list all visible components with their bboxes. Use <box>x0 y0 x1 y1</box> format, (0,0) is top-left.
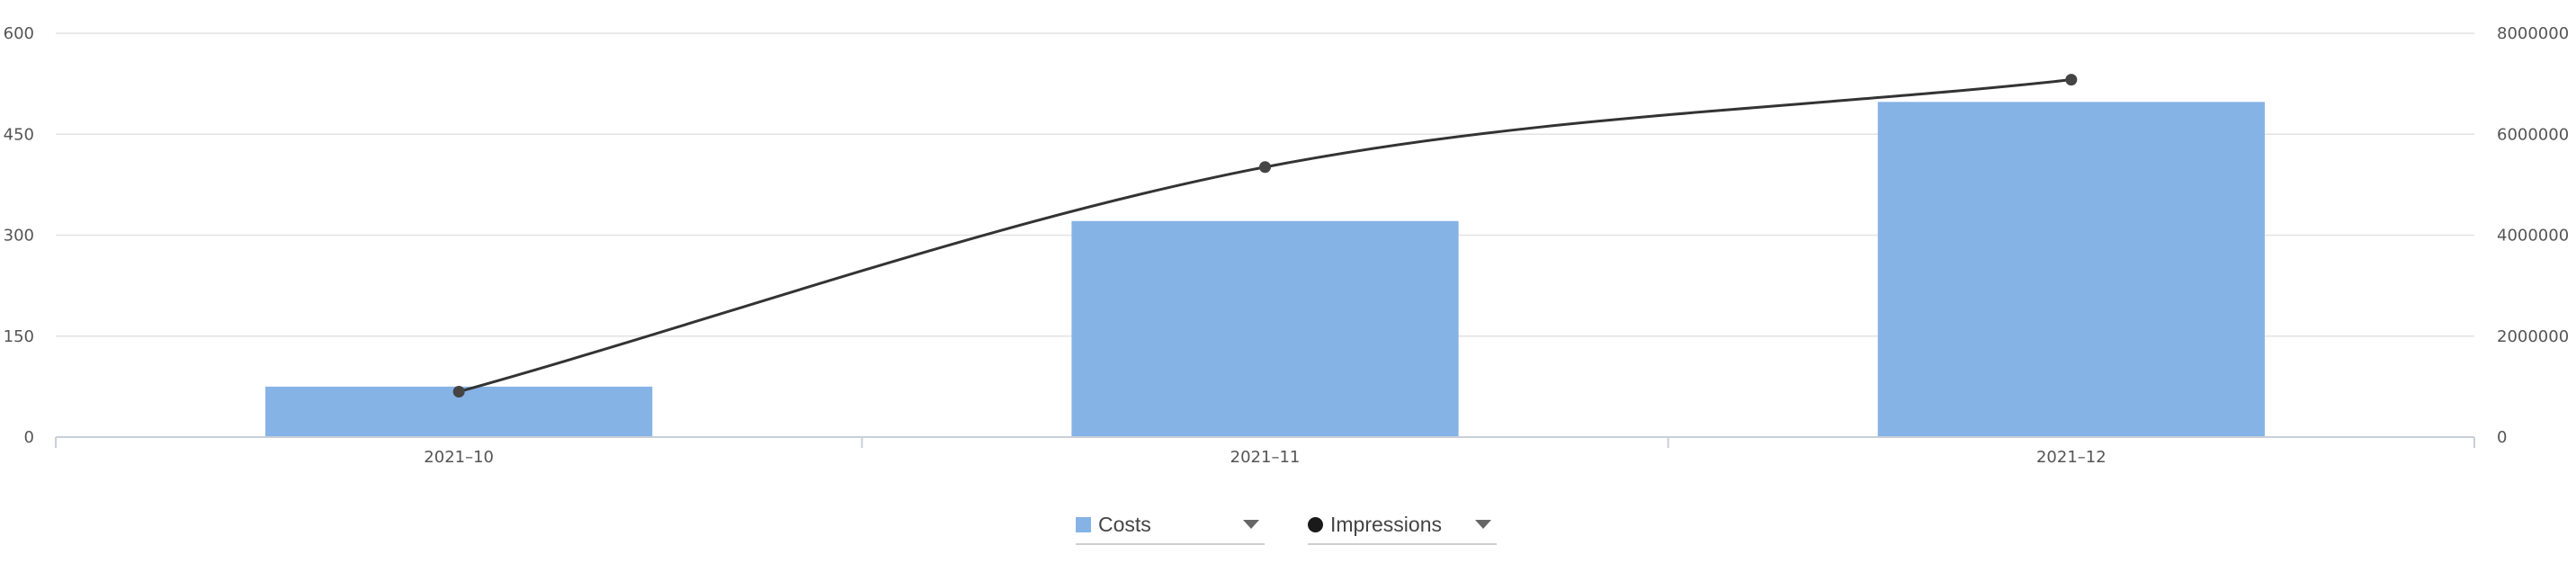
bar-costs <box>1877 102 2265 437</box>
y-right-tick-label: 4000000 <box>2497 227 2569 246</box>
impressions-dot-icon <box>1308 516 1323 532</box>
chevron-down-icon[interactable] <box>1475 520 1491 529</box>
legend-label-impressions: Impressions <box>1330 512 1442 536</box>
labels-layer: 0 150 300 450 600 0 2000000 4000000 6000000 80000… <box>4 24 2570 467</box>
point-impressions <box>452 385 465 398</box>
bars-layer <box>265 102 2265 437</box>
axis-layer <box>55 436 2475 448</box>
y-left-tick-label: 150 <box>4 327 34 346</box>
y-right-tick-label: 8000000 <box>2497 24 2569 43</box>
costs-square-icon <box>1076 516 1091 532</box>
x-tick-label: 2021–10 <box>424 448 494 467</box>
chevron-down-icon[interactable] <box>1243 520 1259 529</box>
point-impressions <box>2065 74 2078 86</box>
y-left-tick-label: 0 <box>24 428 34 447</box>
bar-costs <box>1071 220 1459 437</box>
y-right-tick-label: 6000000 <box>2497 125 2569 144</box>
legend: Costs Impressions <box>1076 505 1497 545</box>
legend-item-impressions[interactable]: Impressions <box>1308 505 1497 545</box>
y-left-tick-label: 300 <box>4 227 34 246</box>
legend-item-costs[interactable]: Costs <box>1076 505 1265 545</box>
y-right-tick-label: 2000000 <box>2497 327 2569 346</box>
x-tick-label: 2021–11 <box>1230 448 1301 467</box>
y-left-tick-label: 450 <box>4 125 34 144</box>
legend-label-costs: Costs <box>1098 512 1151 536</box>
point-impressions <box>1259 161 1271 174</box>
y-right-tick-label: 0 <box>2497 428 2507 447</box>
y-left-tick-label: 600 <box>4 24 34 43</box>
x-tick-label: 2021–12 <box>2036 448 2106 467</box>
chart-canvas: 0 150 300 450 600 0 2000000 4000000 6000000 80000… <box>4 24 2570 467</box>
line-layer <box>452 74 2078 398</box>
